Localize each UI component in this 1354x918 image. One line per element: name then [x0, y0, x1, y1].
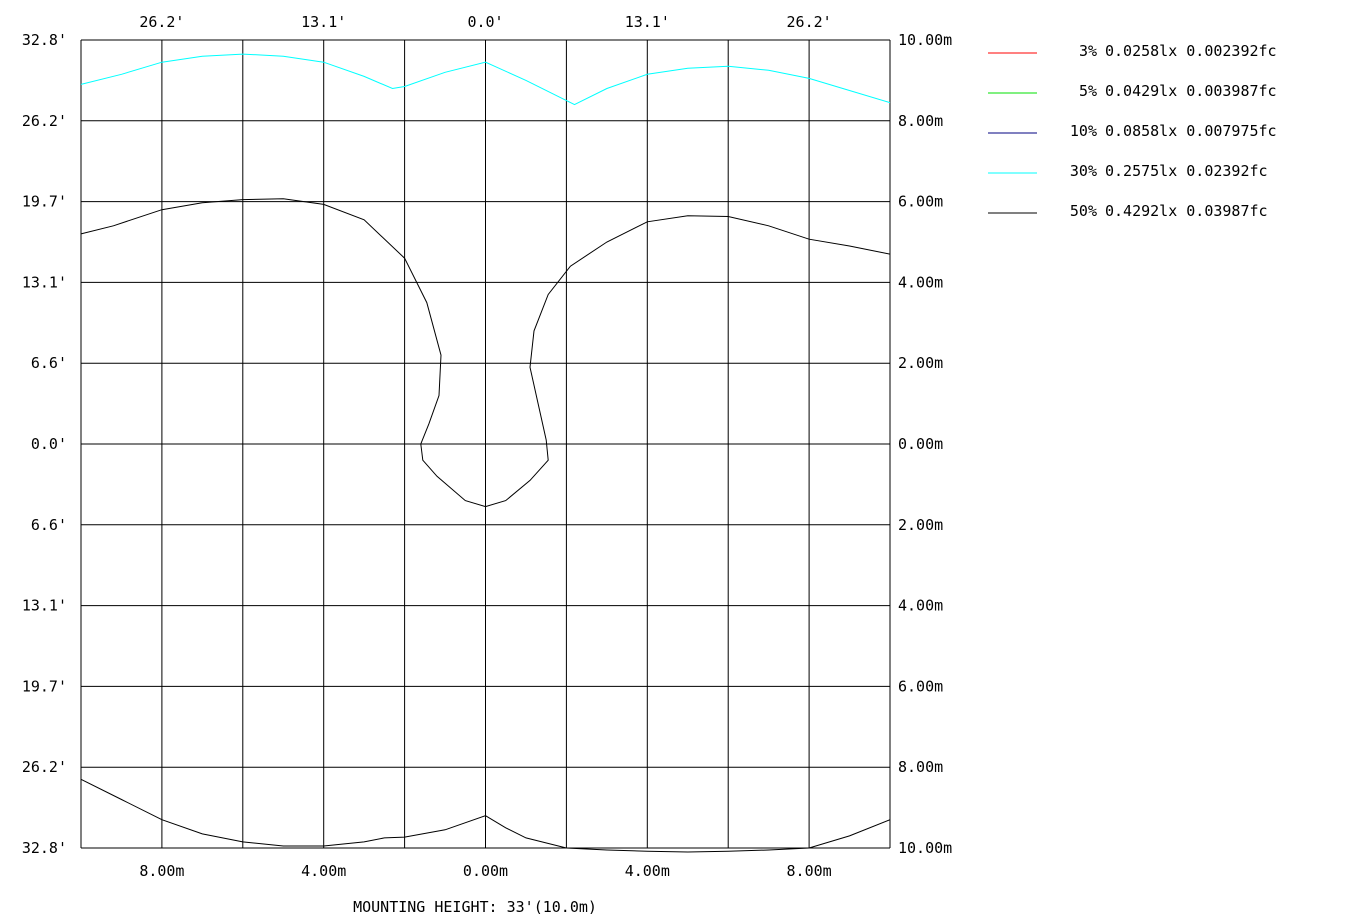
right-tick-label: 2.00m	[898, 354, 943, 372]
top-tick-label: 13.1'	[625, 13, 670, 31]
right-tick-label: 8.00m	[898, 758, 943, 776]
legend-values: 0.0429lx 0.003987fc	[1105, 82, 1277, 100]
right-tick-label: 0.00m	[898, 435, 943, 453]
bottom-tick-label: 4.00m	[625, 862, 670, 880]
contour-line	[80, 53, 891, 106]
left-tick-label: 32.8'	[22, 31, 67, 49]
legend-percent: 10%	[1070, 122, 1097, 140]
right-tick-label: 6.00m	[898, 677, 943, 695]
legend-percent: 5%	[1079, 82, 1097, 100]
contour-line	[80, 198, 891, 508]
bottom-tick-label: 0.00m	[463, 862, 508, 880]
top-tick-label: 26.2'	[787, 13, 832, 31]
right-tick-label: 10.00m	[898, 839, 952, 857]
legend-values: 0.2575lx 0.02392fc	[1105, 162, 1268, 180]
left-tick-label: 19.7'	[22, 677, 67, 695]
left-tick-label: 26.2'	[22, 112, 67, 130]
right-tick-label: 2.00m	[898, 516, 943, 534]
bottom-tick-label: 4.00m	[301, 862, 346, 880]
legend-values: 0.0258lx 0.002392fc	[1105, 42, 1277, 60]
axis-labels: 26.2' 13.1' 0.0' 13.1' 26.2' 8.00m 4.00m 0.00m 4…	[22, 13, 952, 880]
footer-label: MOUNTING HEIGHT: 33'(10.0m)	[353, 898, 597, 916]
legend-percent: 30%	[1070, 162, 1097, 180]
left-tick-label: 0.0'	[31, 435, 67, 453]
right-tick-label: 4.00m	[898, 597, 943, 615]
bottom-tick-label: 8.00m	[787, 862, 832, 880]
legend-percent: 50%	[1070, 202, 1097, 220]
legend-values: 0.0858lx 0.007975fc	[1105, 122, 1277, 140]
legend-percent: 3%	[1079, 42, 1097, 60]
legend: 3% 0.0258lx 0.002392fc 5% 0.0429lx 0.003987…	[988, 42, 1277, 220]
contour-line	[80, 778, 891, 853]
left-tick-label: 6.6'	[31, 516, 67, 534]
legend-values: 0.4292lx 0.03987fc	[1105, 202, 1268, 220]
bottom-tick-label: 8.00m	[139, 862, 184, 880]
left-tick-label: 13.1'	[22, 273, 67, 291]
right-tick-label: 6.00m	[898, 193, 943, 211]
left-tick-label: 26.2'	[22, 758, 67, 776]
contour-lines	[80, 53, 891, 853]
top-tick-label: 0.0'	[467, 13, 503, 31]
right-tick-label: 4.00m	[898, 273, 943, 291]
left-tick-label: 32.8'	[22, 839, 67, 857]
top-tick-label: 26.2'	[139, 13, 184, 31]
right-tick-label: 8.00m	[898, 112, 943, 130]
left-tick-label: 19.7'	[22, 193, 67, 211]
chart-grid	[80, 39, 891, 849]
top-tick-label: 13.1'	[301, 13, 346, 31]
left-tick-label: 13.1'	[22, 597, 67, 615]
left-tick-label: 6.6'	[31, 354, 67, 372]
right-tick-label: 10.00m	[898, 31, 952, 49]
